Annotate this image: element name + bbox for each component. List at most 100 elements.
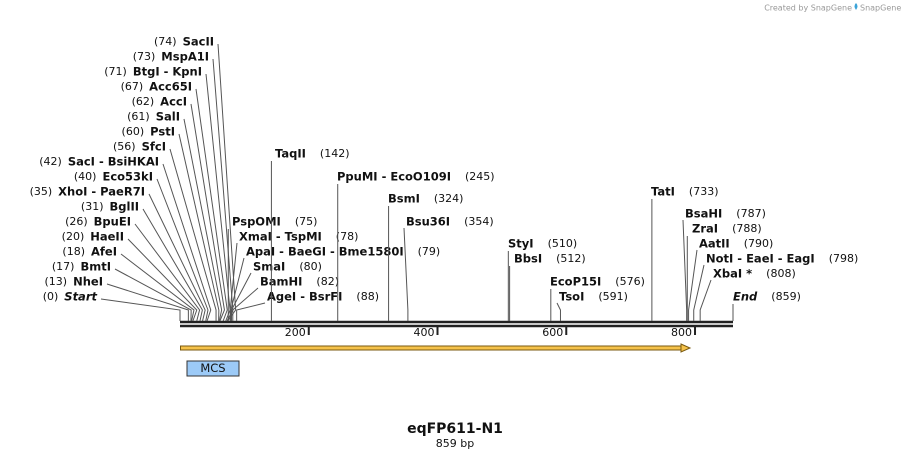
site-name: BsmI bbox=[388, 192, 420, 206]
site-name: TaqII bbox=[275, 147, 306, 161]
site-position: (576) bbox=[615, 275, 645, 288]
site-line bbox=[183, 118, 223, 322]
site-name: StyI bbox=[508, 237, 534, 251]
credit: Created by SnapGene bbox=[764, 4, 852, 13]
site-name: BbsI bbox=[514, 252, 542, 266]
site-line bbox=[229, 242, 238, 321]
site-name: BtgI - KpnI bbox=[133, 65, 202, 79]
site-line bbox=[190, 103, 225, 322]
site-position: (808) bbox=[766, 267, 796, 280]
site-name: TatI bbox=[651, 185, 675, 199]
site-position: (42) bbox=[39, 155, 62, 168]
site-name: Start bbox=[64, 290, 97, 304]
site-line bbox=[556, 302, 561, 321]
site-name: End bbox=[733, 290, 758, 304]
site-position: (82) bbox=[316, 275, 339, 288]
site-position: (13) bbox=[45, 275, 68, 288]
site-position: (56) bbox=[113, 140, 136, 153]
site-line bbox=[231, 272, 252, 321]
site-name: NotI - EaeI - EagI bbox=[706, 252, 815, 266]
ruler-label: 200 bbox=[285, 326, 306, 339]
site-position: (142) bbox=[320, 147, 350, 160]
site-name: PpuMI - EcoO109I bbox=[337, 170, 451, 184]
feature-arrow-head bbox=[680, 343, 692, 353]
site-position: (35) bbox=[30, 185, 53, 198]
site-position: (73) bbox=[133, 50, 156, 63]
site-line bbox=[162, 163, 212, 322]
site-position: (324) bbox=[434, 192, 464, 205]
site-position: (354) bbox=[464, 215, 494, 228]
site-position: (26) bbox=[65, 215, 88, 228]
site-line bbox=[205, 73, 231, 322]
site-line bbox=[403, 227, 409, 321]
site-position: (510) bbox=[548, 237, 578, 250]
site-name: Acc65I bbox=[149, 80, 192, 94]
logo bbox=[854, 3, 858, 10]
site-position: (512) bbox=[556, 252, 586, 265]
site-position: (60) bbox=[122, 125, 145, 138]
site-name: BamHI bbox=[260, 275, 302, 289]
site-line bbox=[195, 88, 228, 322]
subtitle: 859 bp bbox=[436, 437, 474, 450]
site-name: BmtI bbox=[80, 260, 111, 274]
site-line bbox=[693, 264, 705, 321]
ruler-label: 400 bbox=[414, 326, 435, 339]
site-position: (67) bbox=[121, 80, 144, 93]
site-name: TsoI bbox=[559, 290, 584, 304]
site-position: (798) bbox=[829, 252, 859, 265]
site-position: (859) bbox=[771, 290, 801, 303]
site-name: HaeII bbox=[90, 230, 124, 244]
site-line bbox=[682, 219, 688, 321]
site-name: SfcI bbox=[142, 140, 166, 154]
site-line bbox=[156, 178, 209, 322]
site-line bbox=[134, 223, 201, 322]
site-position: (40) bbox=[74, 170, 97, 183]
site-line bbox=[148, 193, 206, 322]
site-position: (74) bbox=[154, 35, 177, 48]
site-name: XmaI - TspMI bbox=[239, 230, 322, 244]
site-name: MspA1I bbox=[161, 50, 209, 64]
feature-label: MCS bbox=[200, 361, 225, 375]
site-position: (78) bbox=[336, 230, 359, 243]
site-line bbox=[699, 279, 712, 321]
site-position: (71) bbox=[104, 65, 127, 78]
site-name: XhoI - PaeR7I bbox=[58, 185, 145, 199]
site-line bbox=[230, 257, 245, 321]
site-position: (788) bbox=[732, 222, 762, 235]
site-line bbox=[232, 287, 259, 321]
site-name: PspOMI bbox=[232, 215, 281, 229]
site-position: (88) bbox=[356, 290, 379, 303]
site-name: Bsu36I bbox=[406, 215, 450, 229]
site-position: (591) bbox=[598, 290, 628, 303]
title: eqFP611-N1 bbox=[407, 421, 503, 437]
site-line bbox=[127, 238, 198, 322]
site-name: NheI bbox=[73, 275, 103, 289]
site-name: EcoP15I bbox=[550, 275, 601, 289]
site-position: (17) bbox=[52, 260, 75, 273]
site-position: (80) bbox=[299, 260, 322, 273]
site-name: SacI - BsiHKAI bbox=[68, 155, 159, 169]
site-name: AccI bbox=[160, 95, 187, 109]
credit-brand: SnapGene bbox=[860, 4, 901, 13]
site-line bbox=[142, 208, 203, 322]
site-position: (75) bbox=[295, 215, 318, 228]
site-name: SmaI bbox=[253, 260, 285, 274]
site-position: (62) bbox=[132, 95, 155, 108]
site-position: (31) bbox=[81, 200, 104, 213]
site-line bbox=[169, 148, 217, 321]
ruler-label: 800 bbox=[671, 326, 692, 339]
site-name: ApaI - BaeGI - Bme1580I bbox=[246, 245, 404, 259]
site-name: AgeI - BsrFI bbox=[267, 290, 342, 304]
site-position: (61) bbox=[127, 110, 150, 123]
site-name: BsaHI bbox=[685, 207, 722, 221]
feature-box bbox=[186, 360, 240, 377]
site-line bbox=[236, 302, 266, 321]
site-name: Eco53kI bbox=[102, 170, 153, 184]
site-name: SalI bbox=[156, 110, 180, 124]
site-name: AatII bbox=[699, 237, 730, 251]
site-name: PstI bbox=[150, 125, 175, 139]
site-name: XbaI * bbox=[713, 267, 752, 281]
site-position: (790) bbox=[744, 237, 774, 250]
site-line bbox=[114, 268, 192, 322]
